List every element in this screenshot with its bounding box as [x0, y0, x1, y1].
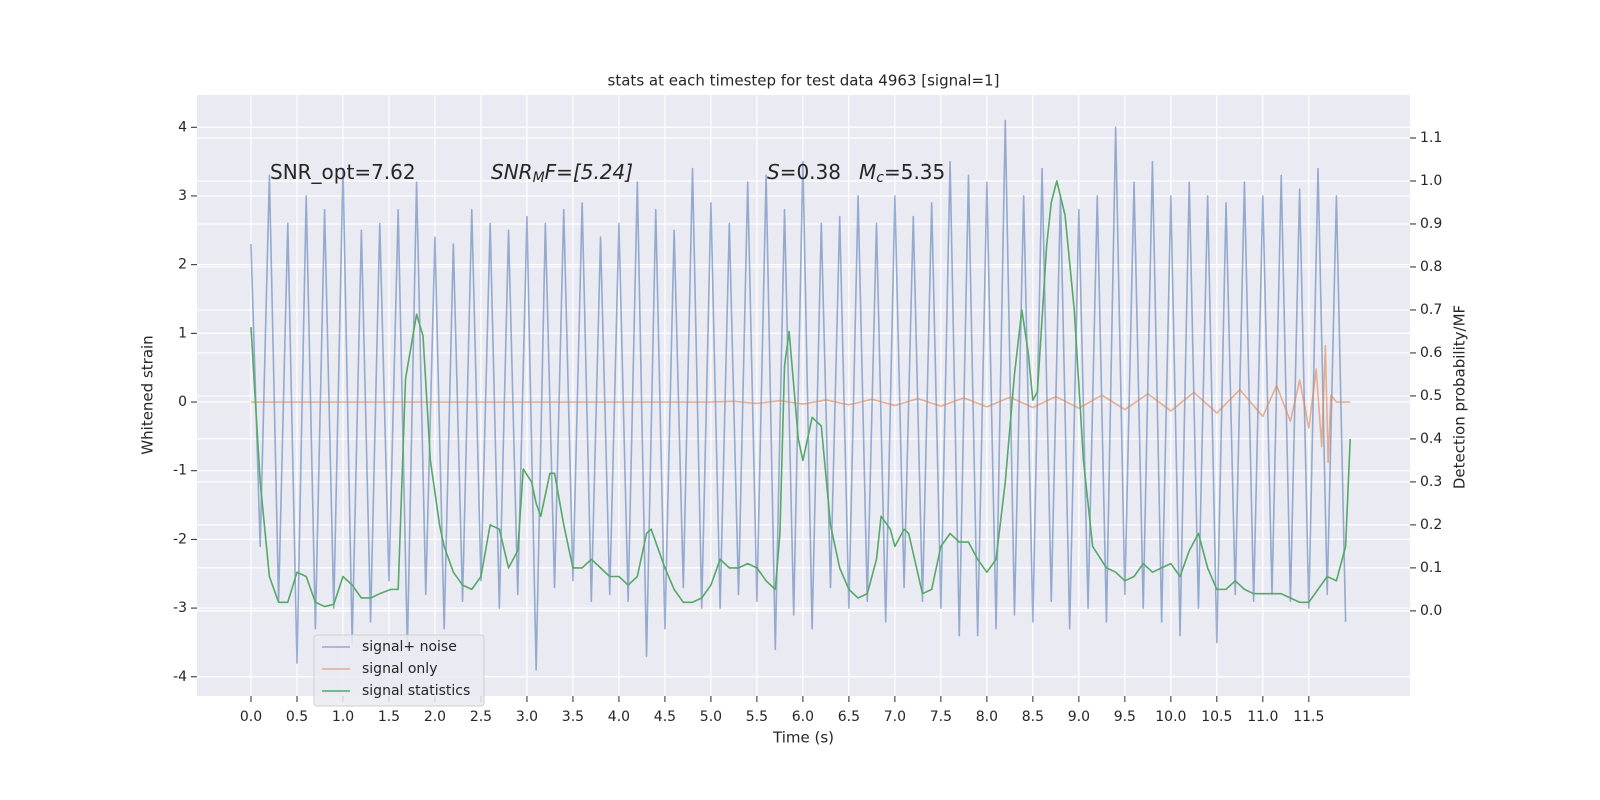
y-tick-label: 4	[178, 119, 187, 135]
x-tick-label: 0.5	[286, 709, 308, 725]
x-tick-label: 4.0	[608, 709, 630, 725]
y2-tick-label: 0.0	[1420, 603, 1442, 619]
y-tick-label: 1	[178, 325, 187, 341]
x-tick-label: 9.5	[1114, 709, 1136, 725]
y-axis-label: Whitened strain	[139, 335, 157, 454]
x-tick-label: 4.5	[654, 709, 676, 725]
y-tick-label: -4	[173, 669, 187, 685]
annotation-text: F=[5.24]	[545, 160, 633, 184]
y2-tick-label: 1.0	[1420, 173, 1442, 189]
annotation: SNRMF=[5.24]	[491, 160, 633, 187]
legend-box	[313, 634, 485, 707]
x-tick-label: 10.5	[1201, 709, 1232, 725]
annotation: Mc=5.35	[859, 160, 945, 187]
x-tick-label: 3.5	[562, 709, 584, 725]
x-axis-label: Time (s)	[772, 729, 834, 747]
y2-tick-label: 0.3	[1420, 474, 1442, 490]
annotation: SNR_opt=7.62	[270, 160, 416, 184]
annotation: S=0.38	[767, 160, 841, 184]
annotation-symbol: SNR	[491, 160, 533, 184]
y-tick-label: -3	[173, 600, 187, 616]
x-tick-label: 1.0	[332, 709, 354, 725]
annotation-text: SNR_opt=7.62	[270, 160, 416, 184]
y2-tick-label: 0.2	[1420, 517, 1442, 533]
labels: 0.0 0.5 1.0 1.5 2.0 2.5 3.0 3.5 4.0 4.5 5.0 5.5 6.0 6…	[173, 119, 1442, 725]
x-tick-label: 8.0	[976, 709, 998, 725]
y-tick-label: 0	[178, 394, 187, 410]
annotation-symbol: M	[859, 160, 876, 184]
x-tick-label: 8.5	[1022, 709, 1044, 725]
x-tick-label: 5.5	[746, 709, 768, 725]
y2-axis-label: Detection probability/MF	[1451, 305, 1469, 489]
x-tick-label: 0.0	[240, 709, 262, 725]
x-tick-label: 9.0	[1068, 709, 1090, 725]
series-line	[250, 119, 1347, 671]
y-tick-label: 2	[178, 257, 187, 273]
y2-tick-label: 0.9	[1420, 216, 1442, 232]
y2-tick-label: 0.5	[1420, 388, 1442, 404]
x-tick-label: 1.5	[378, 709, 400, 725]
x-tick-label: 2.5	[470, 709, 492, 725]
y2-tick-label: 0.1	[1420, 560, 1442, 576]
annotation-subscript: M	[533, 170, 545, 186]
x-tick-label: 10.0	[1155, 709, 1186, 725]
x-tick-label: 7.0	[884, 709, 906, 725]
legend-label: signal statistics	[362, 683, 470, 699]
series-line	[250, 180, 1352, 608]
series-line	[250, 344, 1351, 464]
y2-tick-label: 1.1	[1420, 130, 1442, 146]
x-tick-label: 11.0	[1247, 709, 1278, 725]
y-tick-label: -1	[173, 463, 187, 479]
y2-tick-label: 0.4	[1420, 431, 1442, 447]
x-tick-label: 7.5	[930, 709, 952, 725]
y2-tick-label: 0.6	[1420, 345, 1442, 361]
x-tick-label: 5.0	[700, 709, 722, 725]
y-tick-label: 3	[178, 188, 187, 204]
y2-tick-label: 0.7	[1420, 302, 1442, 318]
chart-title: stats at each timestep for test data 496…	[608, 72, 1000, 90]
x-tick-label: 3.0	[516, 709, 538, 725]
x-tick-label: 6.5	[838, 709, 860, 725]
legend-label: signal+ noise	[362, 639, 457, 655]
x-tick-label: 11.5	[1293, 709, 1324, 725]
y2-tick-label: 0.8	[1420, 259, 1442, 275]
annotation-symbol: S	[767, 160, 780, 184]
y-tick-label: -2	[173, 531, 187, 547]
annotation-subscript: c	[876, 170, 884, 186]
legend-label: signal only	[362, 661, 437, 677]
x-tick-label: 2.0	[424, 709, 446, 725]
x-tick-label: 6.0	[792, 709, 814, 725]
annotation-text: =5.35	[884, 160, 945, 184]
annotation-text: =0.38	[780, 160, 841, 184]
marks	[250, 119, 1352, 671]
